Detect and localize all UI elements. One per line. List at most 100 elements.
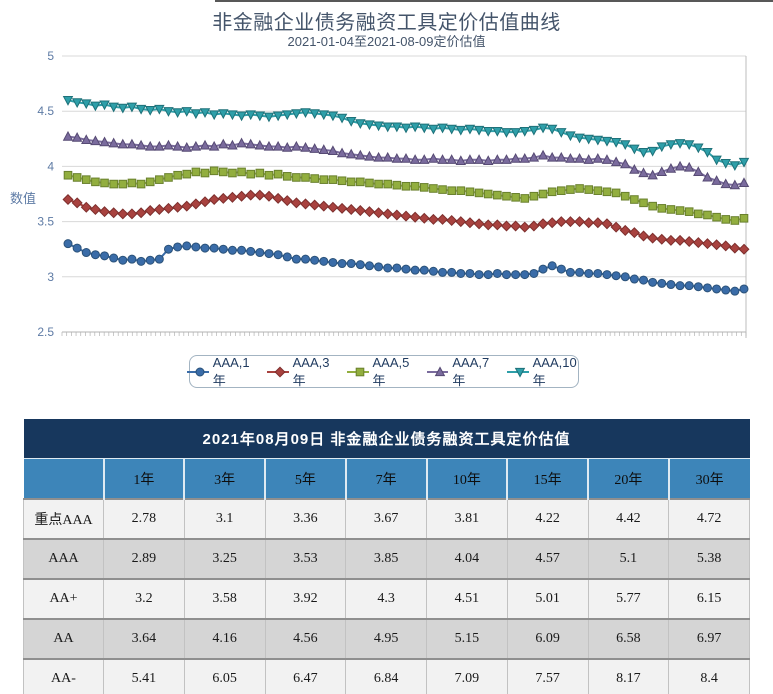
table-cell: 4.04 [426,538,508,580]
data-point-marker [547,261,557,271]
data-point-marker [703,210,712,220]
data-point-marker [556,264,566,274]
data-point-marker [537,149,549,160]
data-point-marker [182,169,192,179]
data-point-marker [99,206,111,218]
data-point-marker [620,140,631,150]
data-point-marker [301,173,310,182]
data-point-marker [474,270,484,280]
data-point-marker [364,150,375,161]
data-point-marker [63,239,73,249]
data-point-marker [711,239,723,251]
legend-item-2: AAA,5年 [346,354,414,389]
data-point-marker [482,219,494,231]
data-point-marker [456,268,466,278]
data-point-marker [720,178,731,189]
data-point-marker [446,154,457,164]
data-point-marker [136,256,146,266]
data-point-marker [318,200,330,212]
data-point-marker [254,189,266,201]
data-point-marker [172,108,183,118]
data-point-marker [345,117,357,127]
data-point-marker [601,154,613,164]
data-point-marker [674,160,686,171]
table-cell: 2.89 [103,538,185,580]
data-point-marker [473,218,485,230]
data-point-marker [538,264,548,274]
data-point-marker [190,140,202,151]
data-point-marker [81,99,92,110]
data-point-marker [701,238,713,250]
legend-label: AAA,5年 [372,354,410,388]
chart-title: 非金融企业债务融资工具定价估值曲线 [212,12,561,34]
data-point-marker [99,136,110,147]
data-point-marker [556,151,567,162]
data-point-marker [209,166,219,176]
data-point-marker [282,172,292,181]
data-point-marker [328,175,338,184]
data-point-marker [81,175,91,184]
data-point-marker [144,105,156,116]
data-point-marker [255,248,265,258]
y-tick-label: 4.5 [37,104,54,118]
data-point-marker [447,186,456,195]
legend-label: AAA,10年 [532,354,577,388]
row-label: AAA [23,538,104,580]
data-point-marker [226,191,238,203]
data-point-marker [692,237,704,249]
data-point-marker [565,153,576,163]
data-point-marker [437,123,448,134]
data-point-marker [483,270,493,280]
data-point-marker [373,151,384,162]
data-point-marker [172,140,183,151]
data-point-marker [647,169,658,180]
data-point-marker [647,232,659,244]
data-point-marker [566,185,575,194]
data-point-marker [382,122,393,133]
triangle-down-legend-marker-icon [506,367,529,378]
data-point-marker [629,164,640,174]
data-point-marker [272,192,284,204]
table-cell: 4.56 [264,618,347,660]
data-point-marker [337,176,347,186]
data-point-marker [153,203,165,215]
data-point-marker [190,198,202,210]
data-point-marker [218,138,229,149]
data-point-marker [629,274,639,284]
table-cell: 8.4 [668,658,750,694]
data-point-marker [456,186,466,195]
data-point-marker [574,153,585,163]
data-point-marker [675,281,685,291]
table-cell: 3.64 [103,618,185,660]
data-point-marker [164,173,173,182]
data-point-marker [163,107,174,117]
data-point-marker [363,206,375,218]
data-point-marker [602,270,612,280]
data-point-marker [62,96,74,106]
column-header: 10年 [425,458,508,499]
table-cell: 6.97 [668,618,750,660]
data-point-marker [144,140,156,151]
data-point-marker [218,167,228,177]
data-point-marker [172,201,184,213]
data-point-marker [455,125,467,136]
data-point-marker [575,184,584,193]
data-point-marker [592,217,604,229]
diamond-legend-marker-icon [267,365,289,378]
table-cell: 6.09 [506,618,589,660]
square-legend-marker-icon [346,367,369,376]
data-point-marker [694,209,703,219]
data-point-marker [529,191,539,201]
data-point-marker [237,167,246,177]
data-point-marker [565,267,575,277]
data-point-marker [528,220,540,232]
data-point-marker [683,161,695,172]
data-point-marker [391,122,403,133]
data-point-marker [447,267,457,277]
data-point-marker [492,268,502,278]
data-point-marker [163,244,173,254]
data-point-marker [464,124,476,135]
column-header-empty [23,458,104,499]
data-point-marker [482,155,494,165]
